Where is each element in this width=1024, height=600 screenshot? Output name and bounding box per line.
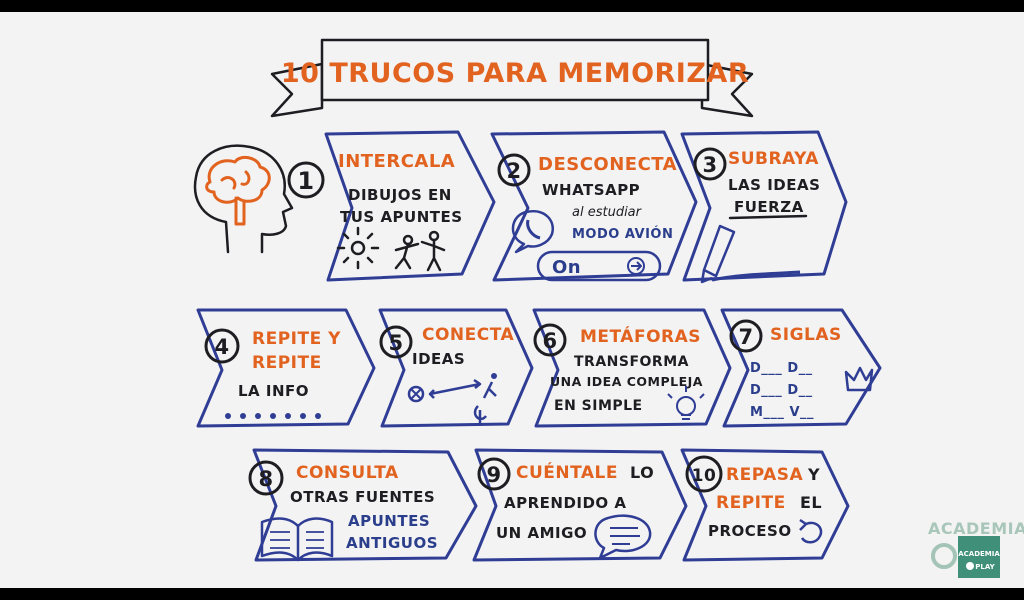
- phone-bubble-icon: [511, 209, 555, 254]
- tip-9-line-2: UN AMIGO: [496, 524, 587, 542]
- tip-2-note: al estudiar: [572, 205, 643, 220]
- tip-6-line-2: UNA IDEA COMPLEJA: [550, 374, 703, 389]
- tip-10-heading-2: REPITE: [716, 493, 786, 513]
- tip-1-number: 1: [297, 167, 314, 195]
- tip-9-heading: CUÉNTALE: [516, 461, 618, 483]
- tip-6-line-1: TRANSFORMA: [574, 354, 689, 370]
- tip-10-heading-2-suffix: EL: [800, 493, 822, 512]
- tip-2-mode: MODO AVIÓN: [572, 226, 673, 242]
- tip-8-accent-line-1: APUNTES: [348, 512, 430, 530]
- tip-4-heading-line-1: REPITE Y: [252, 329, 341, 349]
- whiteboard-illustration: 10 TRUCOS PARA MEMORIZAR 1 2 3 4 5 6 7 8: [193, 38, 1024, 578]
- tip-1-line-1: DIBUJOS EN: [348, 186, 452, 204]
- tip-2-line-1: WHATSAPP: [542, 181, 640, 199]
- tip-2-number: 2: [506, 159, 521, 183]
- tip-5-heading: CONECTA: [422, 325, 515, 345]
- lightbulb-icon: [667, 386, 705, 420]
- connect-ideas-icon: [407, 373, 497, 426]
- tip-10-heading-suffix: Y: [807, 465, 820, 484]
- title-banner: 10 TRUCOS PARA MEMORIZAR: [270, 38, 754, 118]
- repeat-arrow-icon: [799, 518, 823, 544]
- dots-doodle-icon: [225, 413, 321, 419]
- page-title: 10 TRUCOS PARA MEMORIZAR: [281, 58, 749, 89]
- tip-4-number: 4: [214, 335, 229, 359]
- tip-6-frame: [532, 308, 732, 428]
- tip-9-heading-suffix: LO: [630, 463, 654, 482]
- tip-9-line-1: APRENDIDO A: [504, 494, 627, 512]
- speech-bubble-icon: [594, 514, 652, 560]
- tip-number-circles: 1 2 3 4 5 6 7 8 9 10: [204, 147, 763, 496]
- tip-7-number: 7: [738, 325, 753, 349]
- tip-3-frame: [680, 130, 848, 282]
- tip-7-line-2: D___ D__: [750, 383, 813, 398]
- on-toggle-label: On: [552, 257, 581, 278]
- tip-8-frame: [252, 448, 478, 562]
- tip-7-heading: SIGLAS: [770, 325, 842, 345]
- tip-1-frame: [324, 130, 496, 282]
- tip-1-heading: INTERCALA: [338, 151, 455, 172]
- tip-7-frame: [720, 308, 882, 428]
- highlighter-icon: [700, 224, 801, 284]
- tip-9-frame: [472, 448, 688, 562]
- brand-watermark: ACADEMIA: [928, 519, 1024, 538]
- tip-4-heading-line-2: REPITE: [252, 353, 322, 373]
- tip-7-line-3: M___ V__: [750, 405, 814, 420]
- tip-6-heading: METÁFORAS: [580, 325, 701, 347]
- tip-5-line-1: IDEAS: [412, 350, 465, 368]
- brain-head-icon: [193, 144, 294, 254]
- tip-8-accent-line-2: ANTIGUOS: [346, 534, 438, 552]
- tip-5-frame: [378, 308, 534, 428]
- tip-2-heading: DESCONECTA: [538, 154, 677, 175]
- tip-9-number: 9: [486, 463, 501, 487]
- tip-10-heading: REPASA: [726, 465, 804, 485]
- logo-line-2: PLAY: [975, 563, 995, 571]
- tip-8-heading: CONSULTA: [296, 463, 399, 483]
- tip-3-line-2: FUERZA: [734, 198, 804, 216]
- tip-5-number: 5: [388, 331, 403, 355]
- whiteboard-frame: 10 TRUCOS PARA MEMORIZAR 1 2 3 4 5 6 7 8: [0, 12, 1024, 588]
- crown-icon: [844, 366, 874, 392]
- open-book-icon: [260, 517, 334, 562]
- tip-8-line-1: OTRAS FUENTES: [290, 488, 435, 506]
- tip-6-line-3: EN SIMPLE: [554, 398, 643, 414]
- tip-10-frame: [680, 448, 850, 562]
- on-toggle: On: [536, 250, 662, 282]
- logo-line-1: ACADEMIA: [958, 550, 1000, 558]
- tip-7-line-1: D___ D__: [750, 361, 813, 376]
- tip-2-frame: [490, 130, 698, 282]
- tip-3-number: 3: [702, 153, 717, 177]
- tip-3-heading: SUBRAYA: [728, 149, 819, 169]
- tip-4-frame: [196, 308, 376, 428]
- tip-4-line-1: LA INFO: [238, 382, 309, 400]
- tip-1-line-2: TUS APUNTES: [340, 208, 463, 226]
- people-doodle-icon: [394, 230, 446, 272]
- tip-10-number: 10: [692, 466, 717, 486]
- tip-10-line-1: PROCESO: [708, 522, 792, 540]
- tip-3-line-1: LAS IDEAS: [728, 176, 820, 194]
- tip-8-number: 8: [258, 467, 273, 491]
- tip-6-number: 6: [542, 329, 557, 353]
- academia-play-logo: ACADEMIA PLAY: [931, 536, 1000, 578]
- sun-doodle-icon: [336, 226, 380, 270]
